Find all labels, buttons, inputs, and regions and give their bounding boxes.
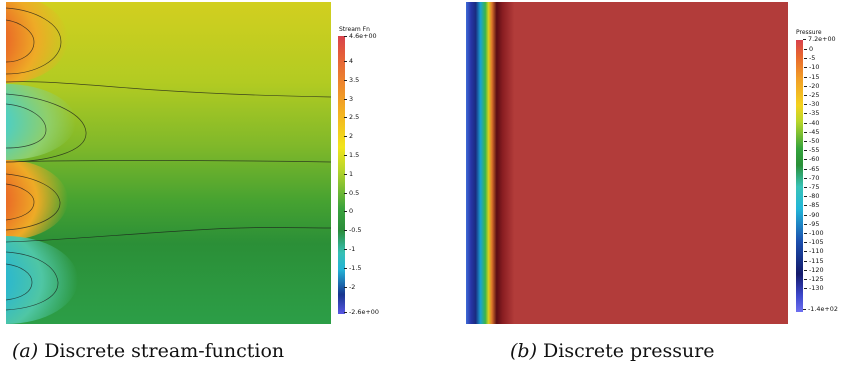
stream-function-tick-label: -2	[343, 282, 356, 291]
pressure-tick-label: -65	[803, 164, 820, 173]
stream-function-tick-label: 3.5	[343, 75, 360, 84]
pressure-tick-label: -20	[803, 81, 820, 90]
pressure-tick-label: -35	[803, 109, 820, 118]
stream-function-tick-label: 1.5	[343, 151, 360, 159]
stream-function-colorbar	[338, 36, 345, 314]
caption-a: (a) Discrete stream-function	[12, 340, 284, 362]
stream-function-tick-label: 2.5	[343, 113, 360, 122]
pressure-tick-label: -45	[803, 127, 820, 136]
pressure-colorbar-title: Pressure	[796, 29, 822, 36]
pressure-tick-label: -80	[803, 192, 820, 201]
pressure-tick-label: -75	[803, 183, 820, 191]
pressure-tick-label: -10	[803, 63, 820, 72]
stream-function-tick-label: 1	[343, 169, 354, 178]
stream-function-colorbar-title: Stream Fn	[339, 26, 370, 33]
pressure-plot	[466, 2, 788, 324]
pressure-tick-label: -50	[803, 137, 820, 145]
stream-function-max-label: 4.6e+00	[344, 32, 377, 40]
pressure-tick-label: -100	[804, 229, 824, 237]
stream-function-tick-label: -1.5	[343, 263, 362, 272]
pressure-tick-label: -115	[804, 256, 824, 265]
pressure-tick-label: -30	[803, 100, 820, 109]
pressure-max-label: 7.2e+00	[803, 35, 836, 43]
pressure-tick-label: -90	[803, 210, 820, 219]
pressure-tick-label: -15	[803, 72, 820, 81]
stream-function-tick-label: 2	[343, 132, 354, 141]
pressure-tick-label: -125	[804, 275, 824, 283]
pressure-tick-label: -95	[803, 219, 820, 228]
stream-function-tick-label: 4	[343, 57, 354, 65]
pressure-tick-label: -120	[804, 265, 824, 274]
stream-function-plot	[6, 2, 331, 324]
pressure-colorbar	[796, 40, 803, 312]
caption-a-label: (a)	[12, 340, 39, 362]
stream-function-tick-label: 0.5	[343, 188, 360, 197]
pressure-tick-label: -5	[803, 54, 816, 63]
pressure-tick-label: -55	[803, 146, 820, 155]
stream-function-tick-label: 0	[343, 207, 354, 216]
pressure-tick-label: 0	[803, 45, 814, 53]
pressure-tick-label: -60	[803, 155, 820, 164]
pressure-min-label: -1.4e+02	[803, 305, 838, 313]
caption-a-text: Discrete stream-function	[44, 340, 285, 362]
stream-function-tick-label: -0.5	[343, 226, 362, 235]
pressure-tick-label: -70	[803, 173, 820, 182]
pressure-tick-label: -25	[803, 91, 820, 99]
pressure-tick-label: -105	[804, 238, 824, 247]
pressure-tick-label: -40	[803, 118, 820, 127]
stream-function-tick-label: 3	[343, 94, 354, 103]
caption-b-text: Discrete pressure	[543, 340, 715, 362]
pressure-tick-label: -110	[804, 247, 824, 256]
stream-function-tick-label: -1	[343, 245, 356, 253]
stream-function-min-label: -2.6e+00	[344, 308, 379, 316]
pressure-tick-label: -130	[804, 284, 824, 293]
caption-b-label: (b)	[510, 340, 537, 362]
pressure-tick-label: -85	[803, 201, 820, 210]
caption-b: (b) Discrete pressure	[510, 340, 715, 362]
